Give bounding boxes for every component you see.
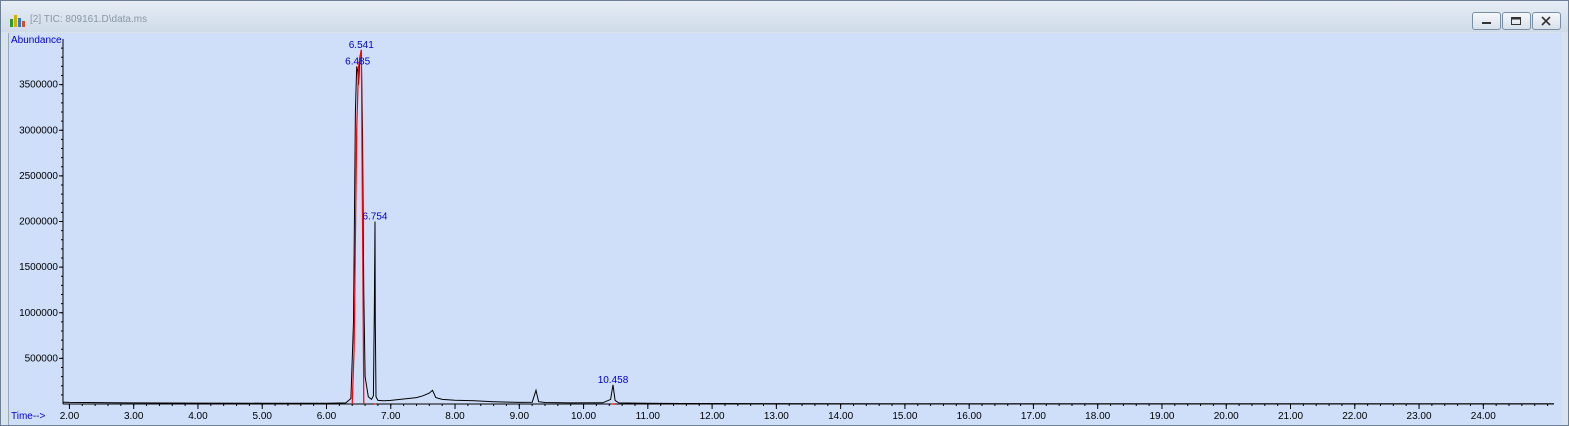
x-tick-label: 9.00 (510, 411, 530, 422)
x-tick-label: 2.00 (60, 411, 80, 422)
peak-label: 6.754 (362, 212, 387, 223)
x-tick-label: 11.00 (636, 411, 661, 422)
x-tick-label: 17.00 (1021, 411, 1046, 422)
x-tick-label: 10.00 (571, 411, 596, 422)
tic-trace (62, 49, 1554, 405)
title-bar[interactable]: [2] TIC: 809161.D\data.ms (1, 1, 1568, 32)
x-tick-label: 15.00 (892, 411, 917, 422)
y-tick-label: 1000000 (19, 308, 58, 319)
traces (62, 49, 1554, 405)
x-tick-label: 4.00 (188, 411, 208, 422)
x-axis-label: Time--> (11, 411, 46, 422)
close-button[interactable] (1532, 12, 1561, 30)
minimize-icon (1482, 22, 1491, 24)
y-tick-label: 3500000 (19, 80, 58, 91)
app-chromatogram-icon (10, 15, 25, 27)
y-axis-label: Abundance (11, 35, 62, 46)
x-tick-label: 24.00 (1471, 411, 1496, 422)
peak-labels: 6.541 6.485 6.754 10.458 (345, 40, 629, 386)
x-tick-label: 8.00 (445, 411, 465, 422)
x-tick-label: 19.00 (1149, 411, 1174, 422)
x-tick-label: 14.00 (828, 411, 853, 422)
restore-button[interactable] (1502, 12, 1531, 30)
peak-label: 6.541 (349, 40, 374, 51)
integration-baseline (351, 49, 365, 405)
y-tick-label: 2000000 (19, 217, 58, 228)
x-tick-label: 6.00 (317, 411, 337, 422)
x-tick-label: 22.00 (1342, 411, 1367, 422)
x-tick-label: 20.00 (1214, 411, 1239, 422)
x-tick-label: 12.00 (700, 411, 725, 422)
axis-ticks: 500000 1000000 1500000 2000000 2500000 300000… (19, 47, 1549, 422)
y-tick-label: 2500000 (19, 171, 58, 182)
x-tick-label: 13.00 (764, 411, 789, 422)
x-tick-label: 7.00 (381, 411, 401, 422)
x-tick-label: 18.00 (1085, 411, 1110, 422)
window-title: [2] TIC: 809161.D\data.ms (30, 14, 148, 25)
x-tick-label: 23.00 (1407, 411, 1432, 422)
plot-area[interactable]: 500000 1000000 1500000 2000000 2500000 300000… (8, 33, 1562, 425)
peak-label: 10.458 (598, 375, 629, 386)
close-icon (1541, 16, 1551, 26)
y-tick-label: 1500000 (19, 262, 58, 273)
chromatogram-chart: 500000 1000000 1500000 2000000 2500000 300000… (11, 35, 1554, 422)
y-tick-label: 500000 (25, 353, 59, 364)
x-tick-label: 3.00 (124, 411, 144, 422)
y-tick-label: 3000000 (19, 125, 58, 136)
peak-label: 6.485 (345, 56, 370, 67)
x-tick-label: 5.00 (252, 411, 272, 422)
axes (62, 39, 1554, 405)
restore-icon (1511, 17, 1521, 25)
minimize-button[interactable] (1472, 12, 1501, 30)
x-tick-label: 16.00 (957, 411, 982, 422)
x-tick-label: 21.00 (1278, 411, 1303, 422)
